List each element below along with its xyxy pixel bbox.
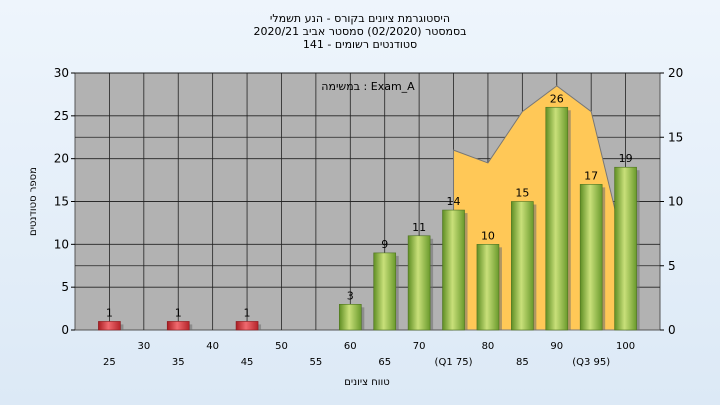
x-tick-label-90: 90 — [550, 341, 563, 352]
bar-70 — [407, 235, 431, 331]
bar-60 — [338, 303, 362, 331]
bar-75 — [442, 209, 465, 331]
y2-tick-label: 5 — [668, 259, 676, 273]
x-tick-label-80: 80 — [482, 341, 495, 352]
y-tick-label: 30 — [54, 66, 69, 80]
data-label-35: 1 — [175, 306, 182, 319]
title-line-2: 2020/21 בסמסטר (02/2020) סמסטר אביב — [253, 25, 466, 38]
assignment-annotation: במשימה : Exam_A — [321, 80, 415, 93]
y2-tick-label: 0 — [668, 323, 676, 337]
y-tick-label: 5 — [61, 280, 69, 294]
bars — [98, 106, 640, 331]
y2-tick-label: 10 — [668, 195, 683, 209]
y-tick-label: 15 — [54, 195, 69, 209]
data-label-80: 10 — [481, 229, 495, 242]
x-tick-label-85: 85 — [516, 357, 529, 368]
x-tick-label-95: (Q3 95) — [572, 357, 610, 368]
title-line-3: סטודנטים רשומים - 141 — [303, 38, 417, 51]
bar-85 — [511, 201, 534, 331]
bar-90 — [545, 106, 569, 331]
bar-25 — [98, 321, 121, 331]
bar-100 — [614, 166, 637, 331]
data-label-25: 1 — [106, 306, 113, 319]
x-tick-label-25: 25 — [103, 357, 116, 368]
bar-95 — [579, 184, 603, 331]
data-label-75: 14 — [447, 195, 461, 208]
y2-tick-label: 20 — [668, 66, 683, 80]
bar-35 — [166, 321, 190, 331]
y-axis-label: מספר סטודנטים — [28, 167, 39, 236]
x-tick-label-55: 55 — [310, 357, 323, 368]
x-tick-label-70: 70 — [413, 341, 426, 352]
x-tick-label-75: (Q1 75) — [435, 357, 473, 368]
x-tick-label-50: 50 — [275, 341, 288, 352]
bar-45 — [235, 321, 259, 331]
data-label-85: 15 — [515, 187, 529, 200]
x-tick-label-35: 35 — [172, 357, 185, 368]
data-label-95: 17 — [584, 169, 598, 182]
x-tick-label-65: 65 — [378, 357, 391, 368]
bar-80 — [476, 244, 500, 331]
data-label-70: 11 — [412, 221, 426, 234]
data-label-90: 26 — [550, 92, 564, 105]
data-label-60: 3 — [347, 289, 354, 302]
x-tick-label-30: 30 — [137, 341, 150, 352]
y-axis-right-ticks: 0 5 10 15 20 — [660, 66, 683, 337]
x-axis-label: טווח ציונים — [344, 377, 389, 388]
chart-title: היסטוגרמת ציונים בקורס - הנע תשמלי2020/2… — [253, 12, 466, 51]
y-axis-left-ticks: 0 5 10 15 20 25 30 — [54, 66, 75, 337]
y-tick-label: 10 — [54, 237, 69, 251]
data-label-45: 1 — [244, 306, 251, 319]
x-tick-label-100: 100 — [616, 341, 635, 352]
x-tick-label-40: 40 — [206, 341, 219, 352]
y-tick-label: 20 — [54, 152, 69, 166]
y-tick-label: 25 — [54, 109, 69, 123]
x-tick-label-60: 60 — [344, 341, 357, 352]
x-axis-ticks: 25 30 35 40 45 50 55 60 65 70 (Q1 75) 80 85 90 (Q3 95)… — [103, 341, 635, 368]
y-tick-label: 0 — [61, 323, 69, 337]
x-tick-label-45: 45 — [241, 357, 254, 368]
bar-65 — [373, 252, 397, 331]
y2-tick-label: 15 — [668, 130, 683, 144]
data-label-100: 19 — [619, 152, 633, 165]
title-line-1: היסטוגרמת ציונים בקורס - הנע תשמלי — [270, 12, 450, 25]
data-label-65: 9 — [381, 238, 388, 251]
